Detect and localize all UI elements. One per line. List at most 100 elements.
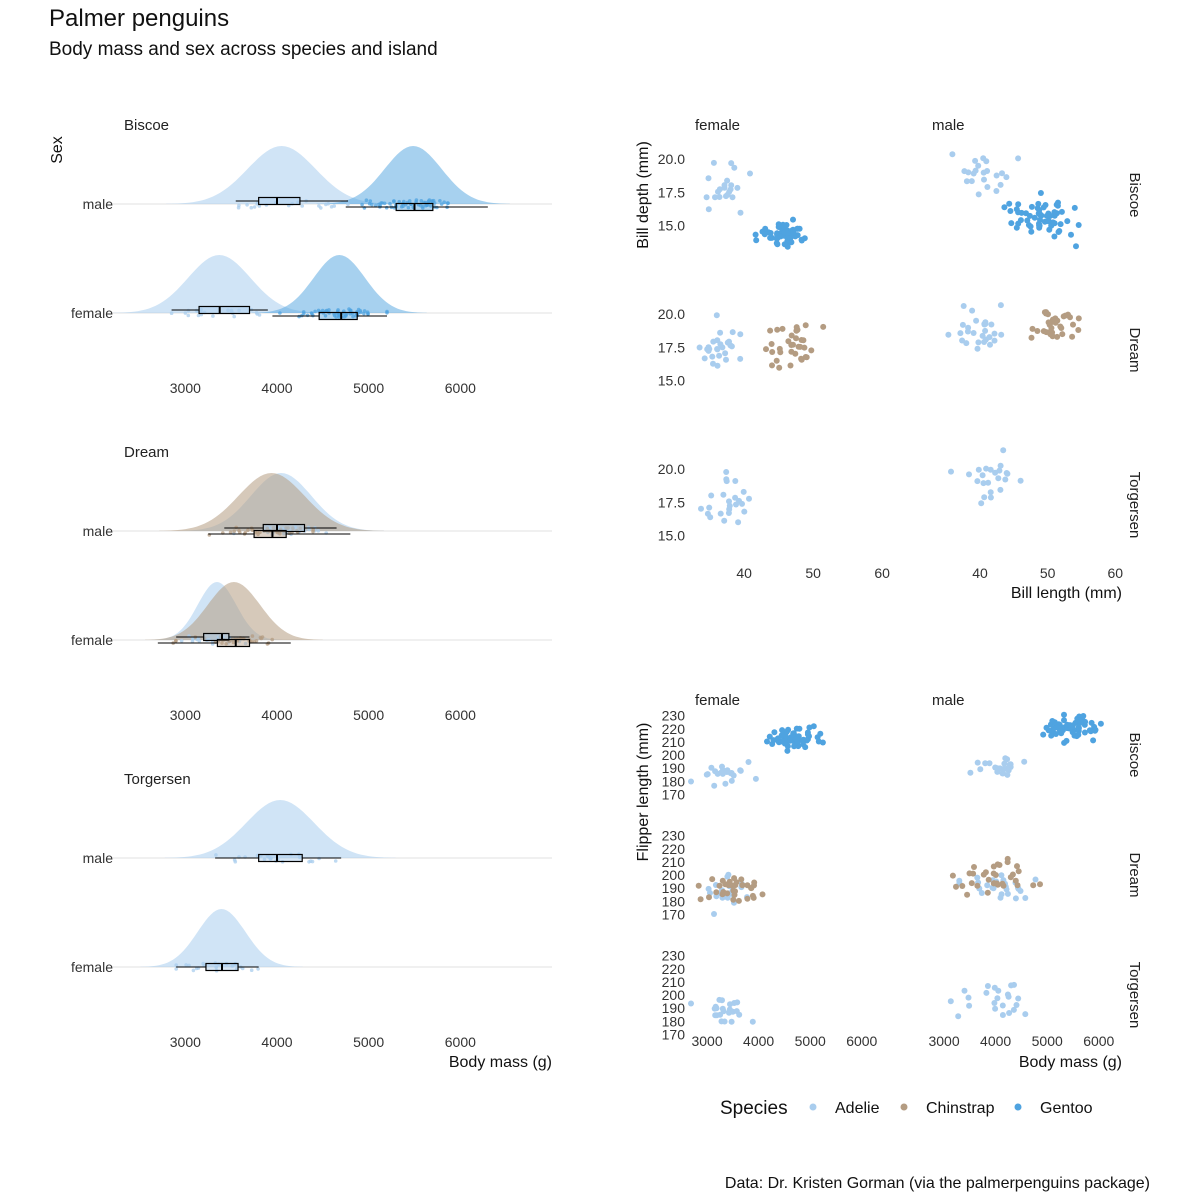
density-biscoe-female-gentoo: [252, 255, 427, 313]
point-adelie: [986, 760, 993, 767]
point-adelie: [1002, 476, 1009, 483]
raincloud-y-axis-title: Sex: [49, 136, 66, 164]
point-chinstrap: [798, 355, 805, 362]
point-adelie: [978, 500, 985, 507]
jitter-point: [265, 526, 270, 530]
point-adelie: [722, 780, 729, 787]
x-tick-label-50: 50: [805, 565, 821, 581]
legend-title: Species: [720, 1098, 788, 1119]
point-adelie: [719, 1005, 726, 1012]
point-adelie: [713, 312, 720, 319]
point-adelie: [1021, 758, 1028, 765]
point-adelie: [706, 504, 713, 511]
jitter-point: [392, 199, 396, 204]
point-adelie: [716, 194, 723, 200]
point-gentoo: [1036, 222, 1043, 229]
point-chinstrap: [949, 872, 956, 879]
jitter-point: [320, 308, 325, 313]
point-gentoo: [764, 738, 770, 745]
point-adelie: [987, 466, 994, 473]
point-gentoo: [1040, 731, 1047, 738]
point-chinstrap: [996, 862, 1003, 868]
point-adelie: [726, 506, 733, 513]
point-adelie: [728, 1018, 735, 1025]
point-adelie: [972, 157, 979, 164]
y-tick-label-15-0: 15.0: [658, 527, 685, 543]
point-adelie: [998, 331, 1005, 338]
point-adelie: [975, 339, 982, 346]
point-adelie: [969, 307, 976, 314]
jitter-point: [174, 967, 178, 971]
point-chinstrap: [768, 341, 775, 347]
point-adelie: [728, 1008, 735, 1015]
jitter-point: [231, 640, 236, 645]
jitter-point: [258, 530, 262, 535]
point-gentoo: [819, 739, 826, 746]
point-adelie: [985, 479, 992, 486]
point-adelie: [997, 462, 1004, 469]
point-chinstrap: [990, 870, 997, 877]
point-chinstrap: [716, 882, 723, 889]
y-tick-label-200: 200: [662, 987, 686, 1003]
point-adelie: [999, 170, 1005, 177]
point-adelie: [716, 996, 723, 1003]
point-chinstrap: [1015, 868, 1022, 875]
point-gentoo: [1058, 730, 1065, 737]
point-chinstrap: [1048, 325, 1055, 331]
point-gentoo: [1057, 221, 1064, 228]
y-tick-label-230: 230: [662, 948, 686, 964]
point-chinstrap: [984, 889, 991, 896]
point-chinstrap: [706, 894, 712, 901]
y-tick-label-180: 180: [662, 893, 686, 909]
jitter-point: [257, 313, 262, 317]
point-gentoo: [752, 231, 759, 238]
point-adelie: [722, 350, 729, 357]
point-gentoo: [1090, 737, 1097, 744]
point-adelie: [705, 206, 712, 213]
point-adelie: [979, 332, 986, 339]
strip-label-dream: Dream: [1126, 327, 1143, 372]
y-tick-label-180: 180: [662, 1013, 686, 1029]
point-adelie: [688, 1000, 694, 1007]
point-adelie: [979, 472, 986, 479]
jitter-point: [311, 528, 316, 532]
point-adelie: [749, 1018, 756, 1025]
point-adelie: [1003, 174, 1010, 181]
point-adelie: [724, 177, 731, 184]
point-chinstrap: [1040, 328, 1047, 335]
box-adelie: [258, 196, 301, 206]
box-chinstrap: [253, 529, 287, 539]
jitter-point: [439, 202, 444, 206]
box-adelie: [258, 853, 303, 863]
point-gentoo: [1052, 731, 1059, 737]
jitter-point: [313, 309, 317, 314]
y-tick-label-180: 180: [662, 773, 686, 789]
jitter-point: [310, 859, 315, 864]
point-adelie: [701, 355, 708, 362]
point-adelie: [735, 519, 742, 526]
point-adelie: [982, 327, 989, 334]
y-tick-label-210: 210: [662, 854, 686, 870]
point-adelie: [710, 159, 717, 166]
point-adelie: [721, 517, 728, 524]
point-chinstrap: [964, 891, 971, 898]
strip-label-male: male: [932, 117, 965, 134]
y-tick-label-female: female: [71, 632, 113, 648]
point-adelie: [966, 1002, 973, 1009]
point-gentoo: [1061, 711, 1067, 718]
point-gentoo: [1061, 739, 1068, 746]
point-chinstrap: [774, 326, 781, 333]
jitter-point: [324, 202, 328, 207]
jitter-point: [344, 314, 348, 318]
point-gentoo: [804, 729, 811, 736]
jitter-point: [230, 964, 235, 968]
point-chinstrap: [1057, 323, 1064, 330]
point-adelie: [727, 342, 734, 349]
point-adelie: [734, 184, 741, 191]
jitter-point: [237, 308, 241, 313]
point-gentoo: [1028, 228, 1035, 235]
point-adelie: [975, 466, 982, 473]
jitter-point: [310, 311, 314, 316]
x-tick-label-50: 50: [1040, 565, 1056, 581]
y-tick-label-220: 220: [662, 961, 686, 977]
